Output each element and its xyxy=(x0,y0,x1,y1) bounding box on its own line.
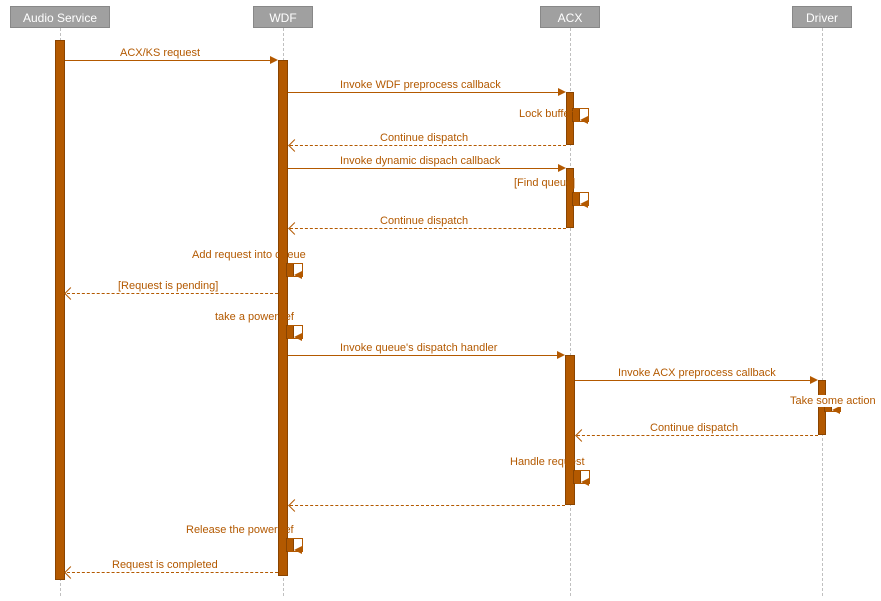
label-8: Add request into queue xyxy=(192,249,306,261)
msg-line-7 xyxy=(290,228,566,229)
arrow-5 xyxy=(558,164,566,172)
label-11: Invoke queue's dispatch handler xyxy=(340,342,497,354)
arrow-ret-acx-wdf xyxy=(288,499,301,512)
arrow-11 xyxy=(557,351,565,359)
arrow-17 xyxy=(64,566,77,579)
arrow-4 xyxy=(288,139,301,152)
participant-driver: Driver xyxy=(792,6,852,28)
label-14: Continue dispatch xyxy=(650,422,738,434)
label-1: ACX/KS request xyxy=(120,47,200,59)
arrow-2 xyxy=(558,88,566,96)
arrow-3 xyxy=(580,116,588,124)
arrow-1 xyxy=(270,56,278,64)
label-2: Invoke WDF preprocess callback xyxy=(340,79,501,91)
arrow-14 xyxy=(575,429,588,442)
label-4: Continue dispatch xyxy=(380,132,468,144)
msg-line-4 xyxy=(290,145,566,146)
arrow-8 xyxy=(294,271,302,279)
label-10: take a power ref xyxy=(215,311,294,323)
label-7: Continue dispatch xyxy=(380,215,468,227)
arrow-6 xyxy=(580,200,588,208)
label-16: Release the power ref xyxy=(186,524,294,536)
msg-line-5 xyxy=(288,168,564,169)
arrow-10 xyxy=(294,333,302,341)
msg-line-9 xyxy=(67,293,278,294)
arrow-9 xyxy=(64,287,77,300)
msg-line-11 xyxy=(288,355,563,356)
msg-line-17 xyxy=(67,572,278,573)
arrow-7 xyxy=(288,222,301,235)
participant-acx: ACX xyxy=(540,6,600,28)
lifeline-driver xyxy=(822,28,823,596)
label-13: Take some action xyxy=(788,395,878,407)
label-15: Handle request xyxy=(510,456,585,468)
msg-line-14 xyxy=(577,435,818,436)
msg-line-1 xyxy=(65,60,276,61)
label-12: Invoke ACX preprocess callback xyxy=(618,367,776,379)
label-6: [Find queue] xyxy=(514,177,575,189)
msg-line-ret-acx-wdf xyxy=(290,505,565,506)
participant-audio-service: Audio Service xyxy=(10,6,110,28)
label-3: Lock buffers xyxy=(519,108,579,120)
msg-line-2 xyxy=(288,92,564,93)
msg-line-12 xyxy=(575,380,816,381)
participant-wdf: WDF xyxy=(253,6,313,28)
arrow-16 xyxy=(294,546,302,554)
activation-audio xyxy=(55,40,65,580)
arrow-13 xyxy=(832,406,840,414)
label-5: Invoke dynamic dispach callback xyxy=(340,155,500,167)
arrow-12 xyxy=(810,376,818,384)
label-9: [Request is pending] xyxy=(118,280,218,292)
label-17: Request is completed xyxy=(112,559,218,571)
arrow-15 xyxy=(581,478,589,486)
